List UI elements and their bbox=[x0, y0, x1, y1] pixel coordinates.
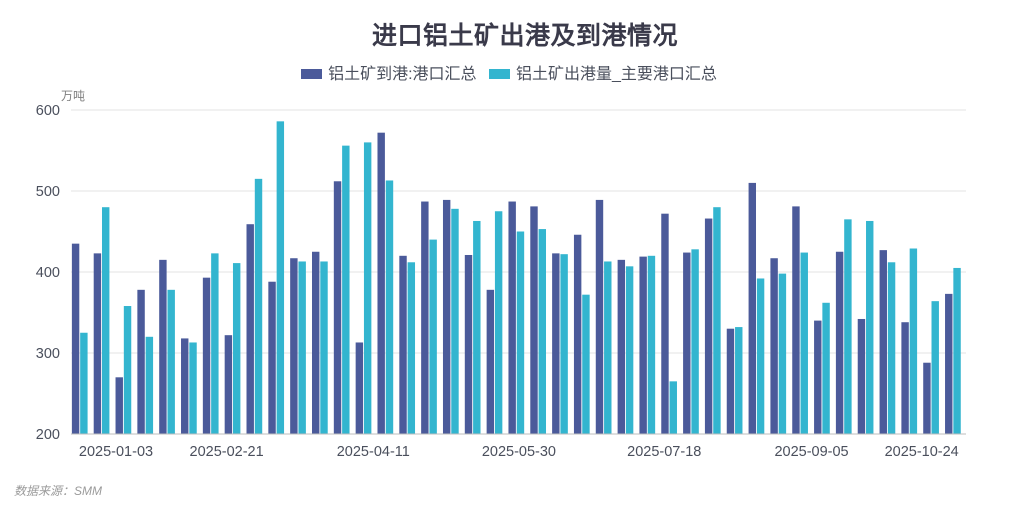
svg-text:2025-10-24: 2025-10-24 bbox=[885, 444, 959, 460]
svg-text:2025-07-18: 2025-07-18 bbox=[627, 444, 701, 460]
svg-text:500: 500 bbox=[36, 184, 60, 200]
svg-text:2025-05-30: 2025-05-30 bbox=[482, 444, 556, 460]
svg-text:600: 600 bbox=[36, 103, 60, 119]
svg-text:2025-02-21: 2025-02-21 bbox=[190, 444, 264, 460]
svg-text:2025-04-11: 2025-04-11 bbox=[337, 444, 410, 460]
svg-text:400: 400 bbox=[36, 265, 60, 281]
svg-text:2025-09-05: 2025-09-05 bbox=[774, 444, 848, 460]
svg-text:200: 200 bbox=[36, 427, 60, 443]
svg-text:300: 300 bbox=[36, 346, 60, 362]
svg-text:2025-01-03: 2025-01-03 bbox=[79, 444, 153, 460]
